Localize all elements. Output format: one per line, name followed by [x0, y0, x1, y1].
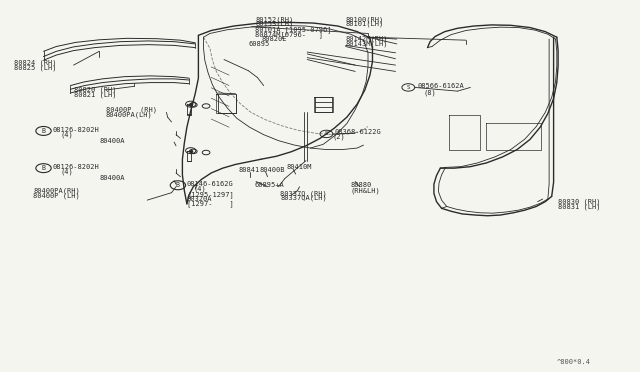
Text: [1297-    ]: [1297- ] [187, 201, 234, 207]
Text: 08368-6122G: 08368-6122G [334, 129, 381, 135]
Text: (4): (4) [193, 186, 206, 192]
Text: 80400A: 80400A [99, 138, 125, 144]
Text: 80143M(LH): 80143M(LH) [346, 41, 388, 47]
Text: 80320A: 80320A [187, 196, 212, 202]
Text: 80825 (LH): 80825 (LH) [14, 64, 56, 71]
Text: 80400PA(RH): 80400PA(RH) [33, 187, 80, 194]
Text: (2): (2) [333, 134, 346, 140]
Text: 80400P  (RH): 80400P (RH) [106, 106, 157, 113]
Text: 80142M(RH): 80142M(RH) [346, 36, 388, 42]
Text: 60895+A: 60895+A [255, 182, 284, 188]
Text: B: B [42, 165, 45, 171]
Text: 80152(RH): 80152(RH) [256, 16, 294, 23]
Text: 80874M[0796-   ]: 80874M[0796- ] [255, 31, 323, 38]
Text: 80821 (LH): 80821 (LH) [74, 92, 116, 98]
Text: 80820E: 80820E [261, 36, 287, 42]
Text: 80400P (LH): 80400P (LH) [33, 192, 80, 199]
Text: 80400A: 80400A [99, 175, 125, 181]
Text: 80410M: 80410M [287, 164, 312, 170]
Text: 08126-8202H: 08126-8202H [52, 127, 99, 133]
Text: 80153(LH): 80153(LH) [256, 21, 294, 28]
Text: 08566-6162A: 08566-6162A [417, 83, 464, 89]
Text: (4): (4) [61, 131, 74, 138]
Text: (4): (4) [61, 169, 74, 175]
Text: 80337Q (RH): 80337Q (RH) [280, 190, 327, 197]
Text: 80830 (RH): 80830 (RH) [558, 198, 600, 205]
Text: [1295-1297]: [1295-1297] [187, 191, 234, 198]
Text: 08146-6162G: 08146-6162G [187, 181, 234, 187]
Text: 80824 (RH): 80824 (RH) [14, 59, 56, 66]
Text: 80100(RH): 80100(RH) [346, 16, 384, 23]
Text: 80841: 80841 [238, 167, 259, 173]
Text: 80400B: 80400B [259, 167, 285, 173]
Text: (8): (8) [424, 89, 436, 96]
Text: 80101(LH): 80101(LH) [346, 21, 384, 28]
Text: ^800*0.4: ^800*0.4 [557, 359, 591, 365]
Text: 60895: 60895 [248, 41, 269, 47]
Text: 80400PA(LH): 80400PA(LH) [106, 111, 152, 118]
Text: 80820 (RH): 80820 (RH) [74, 87, 116, 93]
Text: S: S [406, 85, 410, 90]
Text: 80831 (LH): 80831 (LH) [558, 203, 600, 210]
Text: 08126-8202H: 08126-8202H [52, 164, 99, 170]
Text: B: B [42, 128, 45, 134]
Text: 80880: 80880 [351, 182, 372, 188]
Text: (RH&LH): (RH&LH) [351, 187, 380, 194]
Text: 80101A [1095-0796]: 80101A [1095-0796] [255, 26, 332, 33]
Text: 80337QA(LH): 80337QA(LH) [280, 195, 327, 201]
Text: S: S [324, 131, 328, 137]
Text: B: B [176, 182, 180, 188]
